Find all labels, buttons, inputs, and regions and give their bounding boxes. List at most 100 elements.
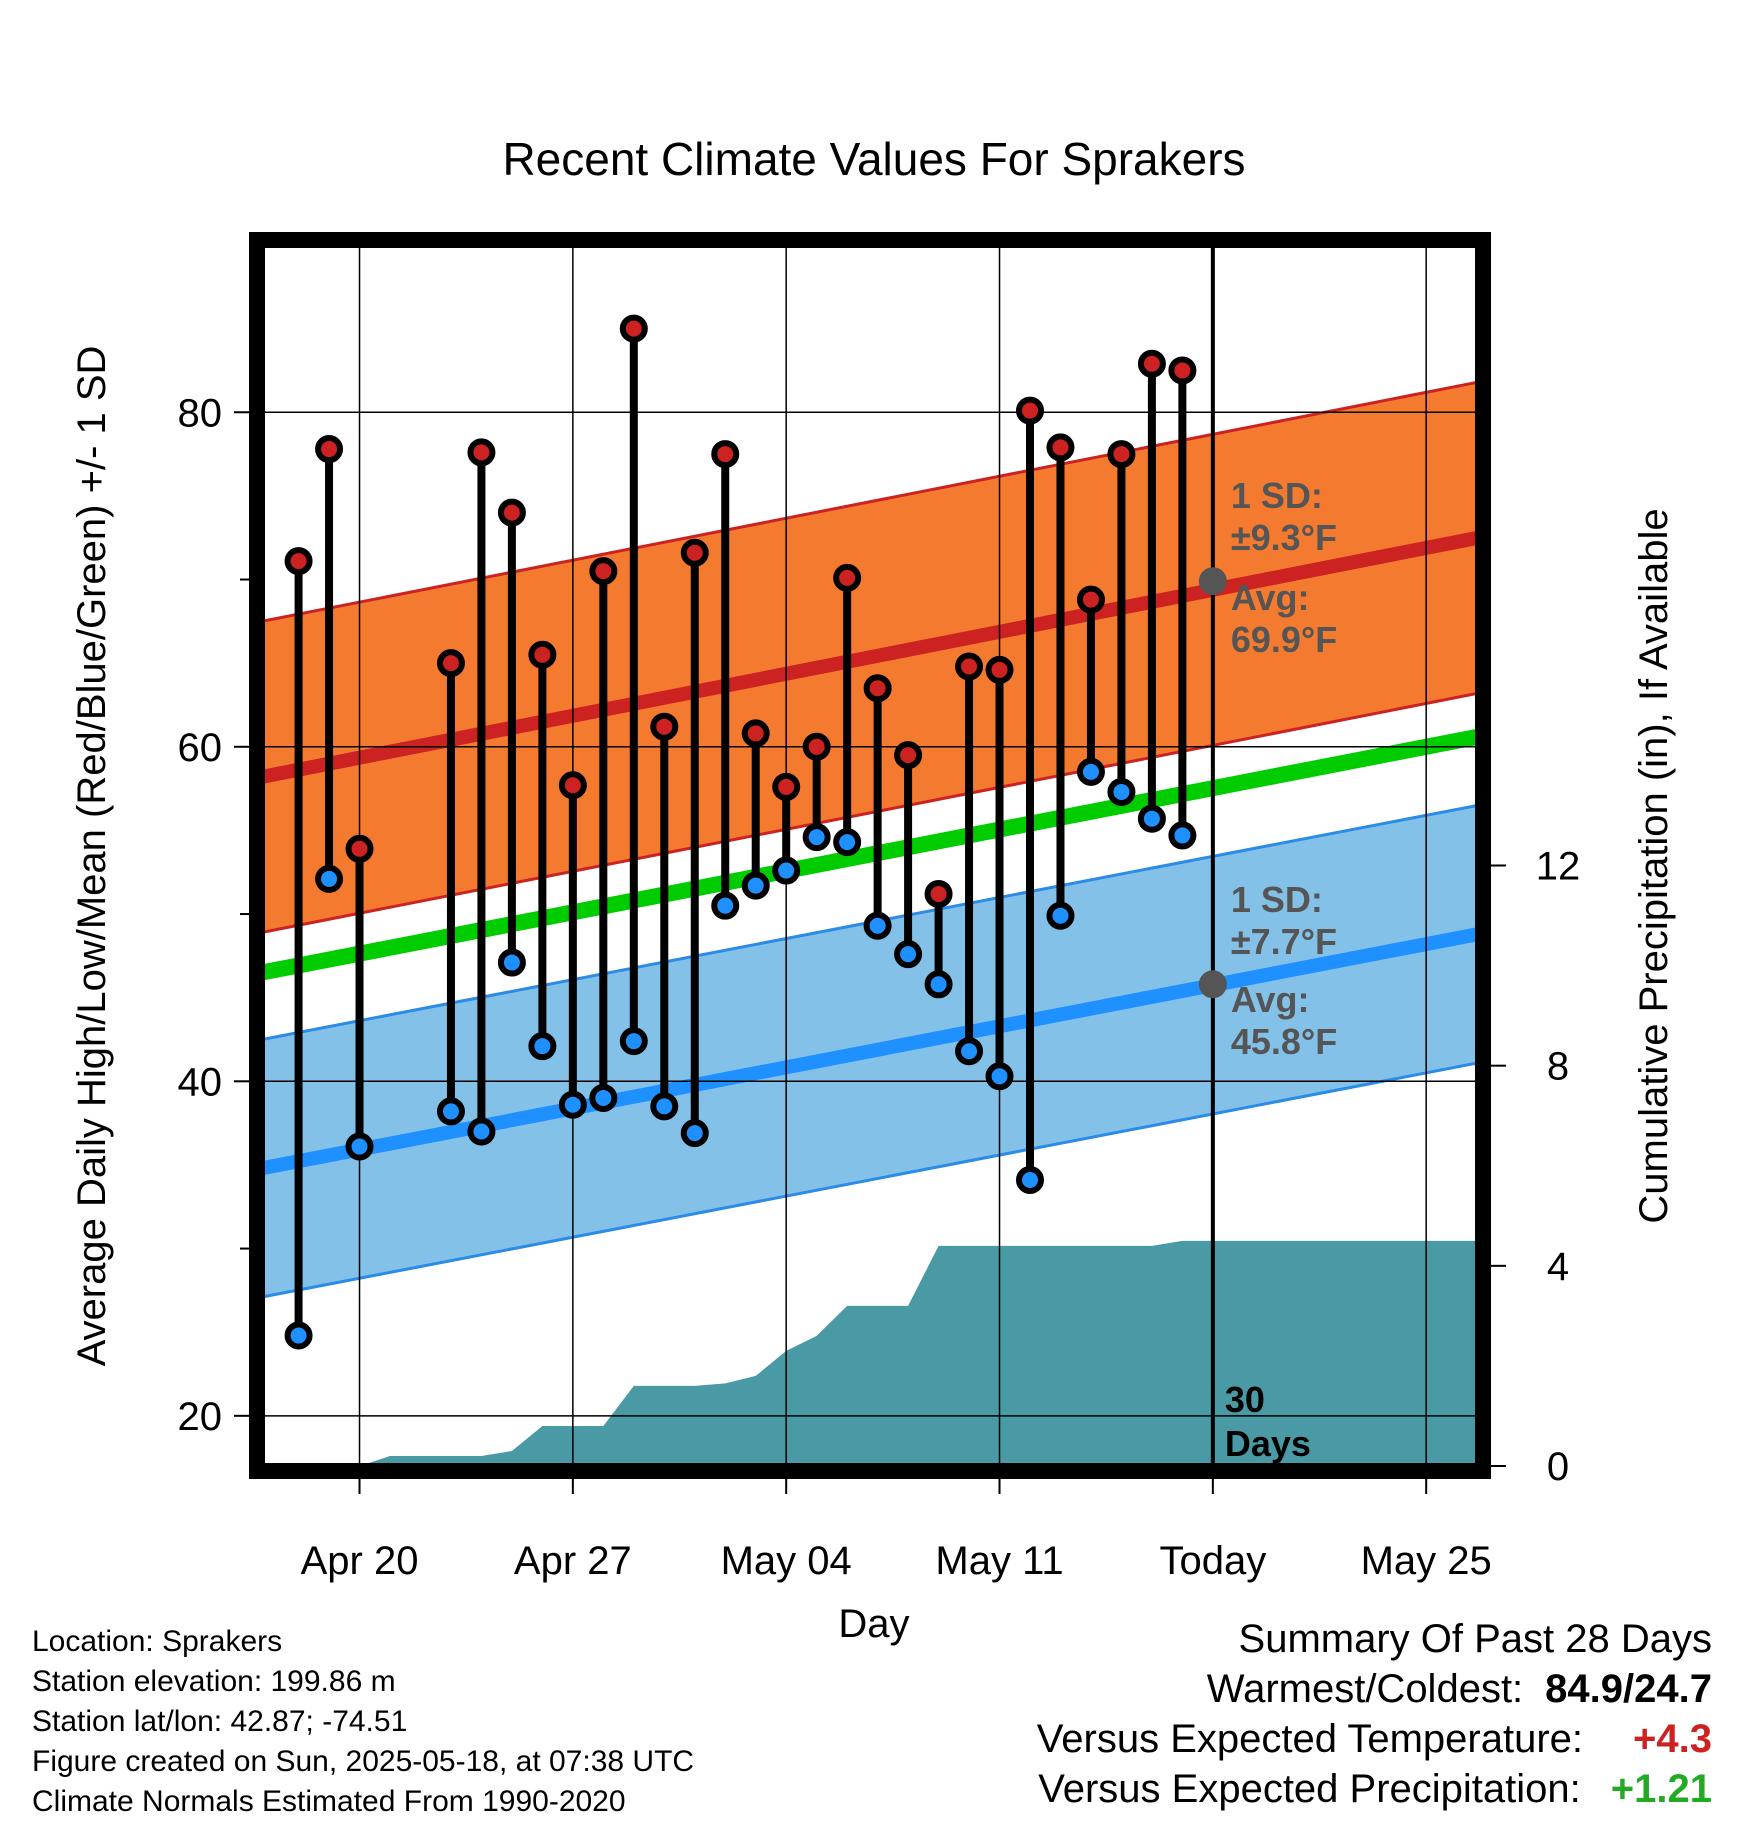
left-axis-tick-label: 20 [178,1395,223,1439]
x-axis-tick-label: May 04 [721,1539,852,1583]
daily-high-point [863,674,892,703]
left-axis-label: Average Daily High/Low/Mean (Red/Blue/Gr… [70,346,114,1367]
plot-area [262,245,1478,1466]
avg-mean-line [262,728,1478,981]
daily-high-point [955,652,984,681]
daily-low-point [680,1119,709,1148]
warm-cold-value: 84.9/24.7 [1545,1667,1712,1711]
daily-low-point [741,871,770,900]
daily-low-point [619,1027,648,1056]
daily-high-point [497,498,526,527]
low-avg-label: Avg: [1231,979,1310,1020]
daily-high-point [1046,433,1075,462]
daily-low-point [467,1117,496,1146]
daily-high-point [589,557,618,586]
right-axis-tick-label: 8 [1547,1045,1569,1089]
summary-warm-cold: Warmest/Coldest: 84.9/24.7 [1037,1664,1712,1714]
latlon-text: Station lat/lon: 42.87; -74.51 [32,1705,408,1738]
high-sd-value: ±9.3°F [1231,517,1337,558]
daily-high-point [619,314,648,343]
daily-high-point [284,547,313,576]
high-mean-line [262,530,1478,784]
plot-frame [249,232,1491,1479]
x-axis-label: Day [838,1602,909,1646]
daily-low-point [528,1032,557,1061]
daily-high-point [1137,349,1166,378]
daily-low-point [589,1084,618,1113]
created-text: Figure created on Sun, 2025-05-18, at 07… [32,1745,695,1778]
daily-high-point [985,655,1014,684]
daily-low-point [1016,1165,1044,1194]
x-axis-tick-label: Apr 20 [301,1539,419,1583]
left-axis-tick-label: 80 [178,391,223,435]
summary-panel: Summary Of Past 28 Days Warmest/Coldest:… [1037,1614,1712,1814]
x-axis-tick-label: Apr 27 [514,1539,632,1583]
daily-low-point [558,1090,587,1119]
high-band-upper-edge [262,380,1478,623]
elevation-text: Station elevation: 199.86 m [32,1665,396,1698]
daily-low-point [894,940,923,969]
daily-low-point [436,1097,465,1126]
daily-low-point [955,1037,984,1066]
precip-value: +1.21 [1610,1767,1712,1811]
daily-low-point [284,1321,313,1350]
right-axis-tick-label: 4 [1547,1245,1569,1289]
daily-low-point [497,948,526,977]
low-sd-label: 1 SD: [1231,879,1323,920]
daily-high-point [1076,585,1105,614]
daily-low-point [802,823,831,852]
normals-text: Climate Normals Estimated From 1990-2020 [32,1785,626,1818]
right-axis-label: Cumulative Precipitation (in), If Availa… [1632,508,1676,1223]
daily-high-point [345,834,374,863]
summary-precip: Versus Expected Precipitation: +1.21 [1037,1764,1712,1814]
daily-high-point [315,435,344,464]
daily-low-point [1046,901,1075,930]
daily-high-point [436,649,465,678]
daily-high-point [924,879,953,908]
daily-high-point [802,732,831,761]
daily-high-point [833,563,862,592]
chart-title: Recent Climate Values For Sprakers [502,133,1245,185]
left-axis-tick-label: 60 [178,726,223,770]
low-band-lower-edge [262,1061,1478,1299]
daily-low-point [772,856,801,885]
daily-low-point [345,1132,374,1161]
x-axis-tick-label: May 25 [1361,1539,1492,1583]
daily-low-point [863,911,892,940]
low-sd-value: ±7.7°F [1231,921,1337,962]
x-axis-tick-label: May 11 [935,1539,1063,1583]
daily-high-point [1168,356,1197,385]
daily-low-point [1107,777,1136,806]
daily-high-point [1016,396,1044,425]
daily-high-point [894,741,923,770]
daily-high-point [650,712,679,741]
daily-high-point [528,640,557,669]
today-low-normal-marker [1198,970,1227,999]
daily-high-point [558,771,587,800]
right-axis-tick-label: 0 [1547,1445,1569,1489]
high-band-lower-edge [262,691,1478,934]
high-avg-label: Avg: [1231,577,1310,618]
daily-high-point [1107,440,1136,469]
daily-high-point [680,538,709,567]
today-high-normal-marker [1198,567,1227,596]
daily-low-point [833,828,862,857]
high-avg-value: 69.9°F [1231,619,1337,660]
x-axis-tick-label: Today [1159,1539,1266,1583]
summary-title: Summary Of Past 28 Days [1238,1617,1712,1661]
daily-high-point [741,719,770,748]
precip-label: Versus Expected Precipitation: [1038,1767,1581,1811]
right-axis-tick-label: 12 [1536,845,1581,889]
daily-high-point [772,772,801,801]
daily-low-point [711,891,740,920]
today-days-label: Days [1225,1423,1311,1464]
daily-low-point [1076,757,1105,786]
daily-low-point [650,1092,679,1121]
low-mean-line [262,927,1478,1176]
temp-value: +4.3 [1633,1717,1712,1761]
low-avg-value: 45.8°F [1231,1021,1337,1062]
location-text: Location: Sprakers [32,1625,283,1658]
daily-low-point [315,864,344,893]
left-axis-tick-label: 40 [178,1060,223,1104]
